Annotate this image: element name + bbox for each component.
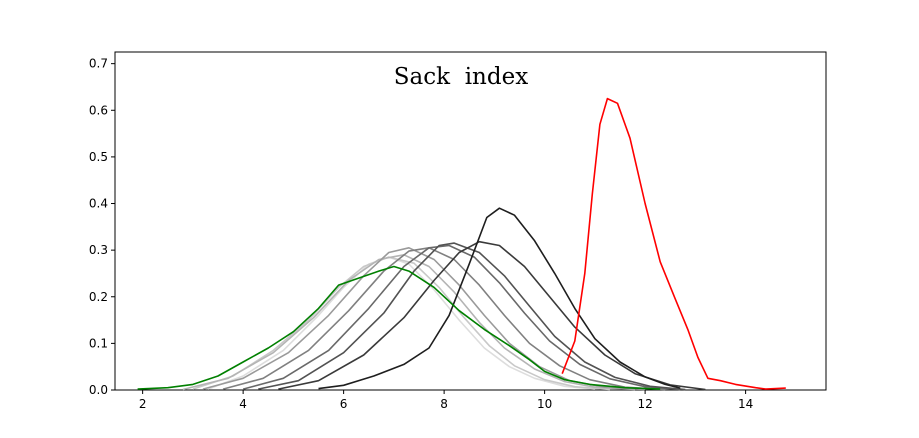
y-tick-label-5: 0.5 xyxy=(89,150,108,164)
y-tick-label-4: 0.4 xyxy=(89,197,108,211)
series-line-0 xyxy=(207,256,595,390)
series-line-10 xyxy=(561,97,786,390)
y-tick-label-1: 0.1 xyxy=(89,336,108,350)
chart-title: Sack index xyxy=(394,64,528,90)
series-line-3 xyxy=(202,247,646,391)
y-tick-label-6: 0.6 xyxy=(89,103,108,117)
series-line-8 xyxy=(318,207,681,390)
series-line-4 xyxy=(222,247,666,391)
series-lines xyxy=(137,97,786,391)
series-line-7 xyxy=(278,240,706,391)
x-tick-label-0: 2 xyxy=(139,397,147,411)
y-tick-label-3: 0.3 xyxy=(89,243,108,257)
y-tick-label-0: 0.0 xyxy=(89,383,108,397)
x-tick-label-3: 8 xyxy=(440,397,448,411)
y-tick-label-2: 0.2 xyxy=(89,290,108,304)
plot-frame xyxy=(114,51,827,391)
x-tick-label-6: 14 xyxy=(738,397,753,411)
y-tick-label-7: 0.7 xyxy=(89,57,108,71)
x-tick-label-1: 4 xyxy=(239,397,247,411)
series-line-1 xyxy=(192,256,610,391)
x-axis-ticks: 2 4 6 8 10 12 14 xyxy=(139,390,753,411)
series-line-2 xyxy=(182,254,636,391)
x-tick-label-2: 6 xyxy=(340,397,348,411)
series-line-9 xyxy=(137,265,661,390)
x-tick-label-4: 10 xyxy=(537,397,552,411)
series-line-6 xyxy=(258,242,686,391)
series-line-5 xyxy=(242,244,681,391)
y-axis-ticks: 0.0 0.1 0.2 0.3 0.4 0.5 0.6 0.7 xyxy=(89,57,115,397)
x-tick-label-5: 12 xyxy=(637,397,652,411)
